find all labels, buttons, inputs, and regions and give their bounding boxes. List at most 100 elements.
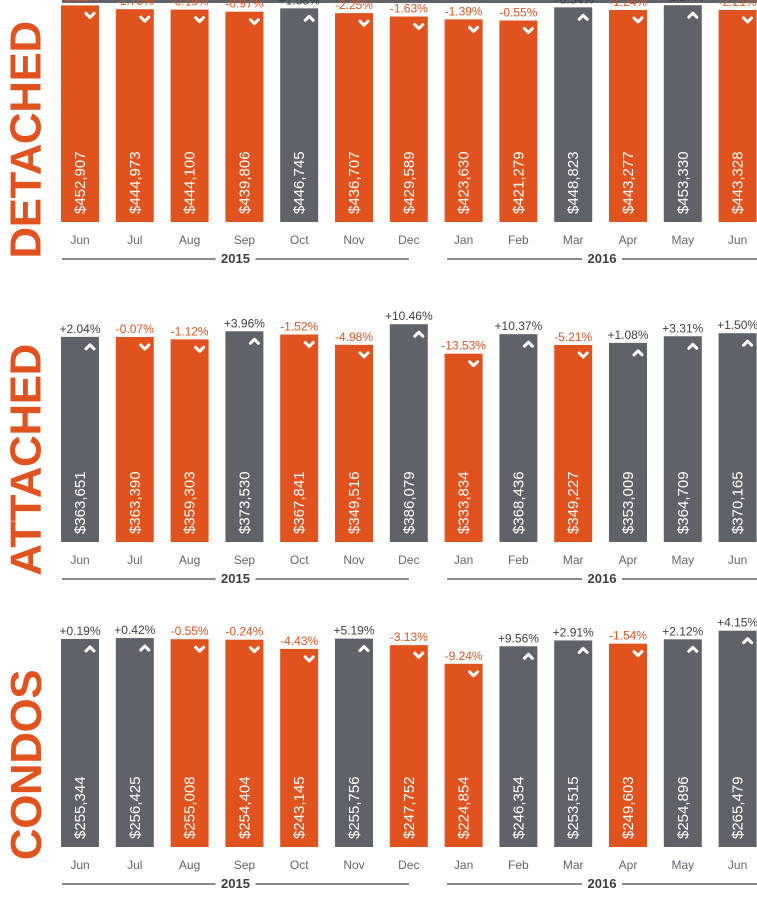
month-label: Sep — [234, 553, 256, 567]
value-label: $246,354 — [510, 776, 527, 839]
bar — [554, 640, 593, 847]
bar-group: +1.08% $353,009 Apr — [607, 328, 648, 567]
month-label: Aug — [179, 553, 200, 567]
chevron-down-icon — [139, 343, 151, 351]
chevron-up-icon — [522, 340, 534, 348]
bar-group: -1.54% $249,603 Apr — [609, 629, 647, 872]
bar — [718, 9, 757, 222]
bar — [225, 11, 264, 222]
value-label: $224,854 — [456, 776, 473, 839]
bar-group: -0.07% $363,390 Jul — [116, 322, 154, 567]
pct-change-label: -0.24% — [225, 625, 263, 639]
month-label: Feb — [508, 858, 529, 872]
bar-group: +3.31% $364,709 May — [662, 321, 703, 567]
bar — [170, 9, 209, 222]
value-label: $421,279 — [510, 151, 527, 214]
value-label: $423,630 — [456, 151, 473, 214]
month-label: Sep — [234, 233, 256, 247]
bar-group: +2.12% $254,896 May — [662, 624, 703, 872]
pct-change-label: +10.37% — [495, 319, 543, 333]
bar-group: +10.37% $368,436 Feb — [495, 319, 543, 567]
bar-group: +1.50% $370,165 Jun — [717, 318, 757, 567]
bar-group: +6.54% $448,823 Mar — [553, 0, 594, 247]
pct-change-label: -1.54% — [609, 629, 647, 643]
value-label: $439,806 — [236, 151, 253, 214]
pct-change-label: +2.91% — [553, 625, 594, 639]
bar-group: -4.98% $349,516 Nov — [335, 330, 373, 567]
bar — [609, 9, 647, 223]
chevron-up-icon — [303, 14, 315, 22]
chevron-down-icon — [413, 23, 425, 31]
bar — [499, 646, 538, 847]
pct-change-label: +5.19% — [333, 624, 374, 638]
value-label: $446,745 — [291, 151, 308, 214]
bar-group: -2.21% $443,328 Jun — [719, 0, 757, 247]
condos-bar-chart: +0.19% $255,344 Jun +0.42% $256,425 Jul -0.55%… — [59, 616, 757, 891]
pct-change-label: -0.55% — [171, 624, 209, 638]
bar — [335, 13, 373, 222]
month-label: Jul — [127, 553, 142, 567]
value-label: $367,841 — [291, 471, 308, 534]
bar — [389, 645, 428, 847]
bar-group: -13.53% $333,834 Jan — [441, 339, 486, 567]
chevron-down-icon — [632, 650, 644, 658]
value-label: $249,603 — [620, 776, 637, 839]
chevron-up-icon — [577, 646, 589, 654]
bar — [115, 337, 154, 542]
year-label: 2016 — [588, 251, 617, 266]
month-label: Aug — [179, 858, 200, 872]
bar-group: +0.42% $256,425 Jul — [114, 623, 155, 872]
pct-change-label: -2.83% — [61, 0, 99, 4]
bar — [718, 630, 757, 847]
value-label: $368,436 — [510, 471, 527, 534]
chevron-down-icon — [194, 645, 206, 653]
pct-change-label: -13.53% — [441, 339, 486, 353]
value-label: $254,404 — [236, 776, 253, 839]
bar-group: +2.04% $363,651 Jun — [59, 322, 100, 567]
bar — [115, 638, 154, 847]
chevron-down-icon — [84, 11, 96, 19]
bar-group: -0.55% $421,279 Feb — [499, 6, 537, 247]
bar-group: -1.75% $444,973 Jul — [116, 0, 154, 247]
bar-group: -5.21% $349,227 Mar — [554, 330, 592, 567]
value-label: $444,100 — [182, 151, 199, 214]
bar — [609, 643, 647, 847]
month-label: May — [671, 233, 694, 247]
bar — [280, 648, 319, 847]
pct-change-label: +0.42% — [114, 623, 155, 637]
bar-group: -0.97% $439,806 Sep — [225, 0, 263, 247]
bar-group: +0.19% $255,344 Jun — [59, 624, 100, 872]
value-label: $370,165 — [730, 471, 747, 534]
value-label: $429,589 — [401, 151, 418, 214]
detached-bar-chart: -2.83% $452,907 Jun -1.75% $444,973 Jul -0.19%… — [61, 0, 757, 266]
month-label: Feb — [508, 553, 529, 567]
chevron-down-icon — [468, 670, 480, 678]
month-label: Jun — [728, 553, 747, 567]
value-label: $333,834 — [456, 471, 473, 534]
chevron-down-icon — [742, 16, 754, 24]
chevron-down-icon — [303, 340, 315, 348]
bar — [609, 342, 647, 542]
bar-group: +3.96% $373,530 Sep — [224, 316, 265, 567]
month-label: Nov — [343, 233, 364, 247]
pct-change-label: -4.43% — [280, 634, 318, 648]
pct-change-label: +3.96% — [224, 316, 265, 330]
pct-change-label: +2.04% — [59, 322, 100, 336]
chevron-down-icon — [194, 16, 206, 24]
chevron-down-icon — [248, 18, 260, 26]
bar — [280, 8, 319, 222]
bar — [280, 334, 319, 542]
chevron-up-icon — [742, 339, 754, 347]
attached-panel: ATTACHED +2.04% $363,651 Jun -0.07% $363,390… — [0, 309, 757, 600]
month-label: May — [671, 553, 694, 567]
pct-change-label: -1.52% — [280, 319, 318, 333]
year-label: 2016 — [588, 876, 617, 891]
bar — [554, 345, 593, 542]
bar — [335, 638, 373, 847]
pct-change-label: +1.58% — [279, 0, 320, 7]
bar — [444, 353, 483, 542]
pct-change-label: -1.12% — [171, 324, 209, 338]
month-label: Jul — [127, 858, 142, 872]
month-label: Jun — [70, 233, 89, 247]
bar-group: -4.43% $243,145 Oct — [280, 634, 318, 872]
